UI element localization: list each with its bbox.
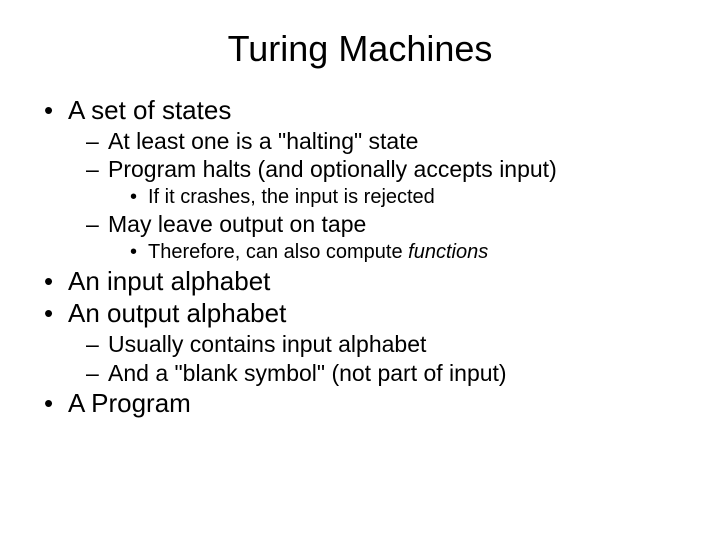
- bullet-level3: If it crashes, the input is rejected: [130, 184, 680, 210]
- bullet-sublist: If it crashes, the input is rejected: [108, 184, 680, 210]
- bullet-sublist: At least one is a "halting" state Progra…: [68, 127, 680, 265]
- slide-title: Turing Machines: [40, 28, 680, 70]
- bullet-text-italic: functions: [408, 241, 488, 263]
- bullet-text: Therefore, can also compute: [148, 241, 408, 263]
- bullet-text: An output alphabet: [68, 298, 286, 328]
- bullet-text: At least one is a "halting" state: [108, 128, 418, 154]
- bullet-text: An input alphabet: [68, 266, 270, 296]
- bullet-level2: May leave output on tape Therefore, can …: [86, 210, 680, 265]
- bullet-text: May leave output on tape: [108, 211, 366, 237]
- bullet-level2: At least one is a "halting" state: [86, 127, 680, 156]
- bullet-list: A set of states At least one is a "halti…: [40, 94, 680, 420]
- bullet-level1: A set of states At least one is a "halti…: [40, 94, 680, 265]
- bullet-level2: Usually contains input alphabet: [86, 330, 680, 359]
- bullet-sublist: Usually contains input alphabet And a "b…: [68, 330, 680, 388]
- bullet-text: A set of states: [68, 95, 231, 125]
- bullet-text: And a "blank symbol" (not part of input): [108, 360, 507, 386]
- bullet-level2: And a "blank symbol" (not part of input): [86, 359, 680, 388]
- bullet-level3: Therefore, can also compute functions: [130, 239, 680, 265]
- bullet-level2: Program halts (and optionally accepts in…: [86, 155, 680, 210]
- bullet-sublist: Therefore, can also compute functions: [108, 239, 680, 265]
- bullet-text: A Program: [68, 388, 191, 418]
- bullet-text: If it crashes, the input is rejected: [148, 186, 435, 208]
- bullet-level1: An input alphabet: [40, 265, 680, 298]
- bullet-level1: An output alphabet Usually contains inpu…: [40, 297, 680, 387]
- bullet-text: Program halts (and optionally accepts in…: [108, 156, 557, 182]
- bullet-text: Usually contains input alphabet: [108, 331, 426, 357]
- bullet-level1: A Program: [40, 387, 680, 420]
